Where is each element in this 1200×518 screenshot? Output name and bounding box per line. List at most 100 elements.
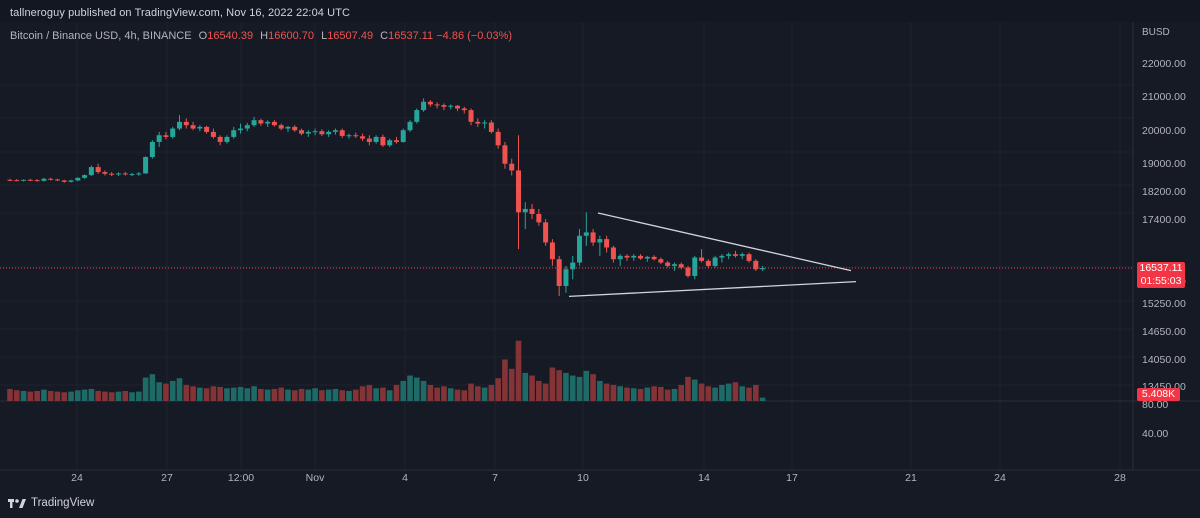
volume-bar xyxy=(271,388,278,401)
price-axis-tick: 14050.00 xyxy=(1142,354,1186,366)
volume-bar xyxy=(224,388,230,401)
candle-body xyxy=(597,239,603,243)
volume-bar xyxy=(34,390,40,401)
volume-bar xyxy=(420,380,427,401)
upper-trendline xyxy=(597,212,852,272)
candle-body xyxy=(414,110,420,122)
volume-bar xyxy=(142,377,149,401)
volume-bar xyxy=(230,387,237,401)
volume-bar xyxy=(630,388,637,401)
volume-bar xyxy=(47,390,54,401)
volume-axis-tick: 80.00 xyxy=(1142,399,1168,411)
volume-bar xyxy=(556,370,562,401)
volume-bar xyxy=(698,383,705,401)
volume-bar xyxy=(380,387,386,401)
volume-bar xyxy=(712,387,718,401)
candle-body xyxy=(393,140,399,142)
volume-bar xyxy=(325,389,332,401)
symbol-label: Bitcoin / Binance USD, 4h, BINANCE xyxy=(10,30,192,42)
candle-body xyxy=(434,104,440,106)
volume-bar xyxy=(217,386,223,401)
candle-body xyxy=(475,121,481,124)
candle-body xyxy=(699,257,705,261)
tradingview-logo-icon xyxy=(8,499,26,508)
tradingview-logo[interactable]: TradingView xyxy=(8,497,94,509)
volume-bar xyxy=(108,392,115,401)
volume-bar xyxy=(563,372,569,401)
volume-bar xyxy=(366,384,373,401)
bar-countdown: 01:55:03 xyxy=(1140,275,1182,287)
candle-body xyxy=(753,260,759,270)
volume-bar xyxy=(251,386,257,401)
volume-bar xyxy=(434,387,440,401)
candle-body xyxy=(468,110,474,122)
volume-bar xyxy=(176,378,183,401)
candle-body xyxy=(102,172,108,174)
volume-bar xyxy=(13,390,20,401)
candle-body xyxy=(339,130,345,136)
candle-body xyxy=(54,179,60,181)
volume-bar xyxy=(400,380,407,401)
price-axis-tick: 22000.00 xyxy=(1142,58,1186,70)
change-value: −4.86 (−0.03%) xyxy=(436,30,513,42)
candle-body xyxy=(454,105,460,109)
volume-bar xyxy=(468,383,474,401)
candle-body xyxy=(122,173,128,175)
time-axis-label: 27 xyxy=(161,472,173,484)
candle-body xyxy=(326,131,332,135)
time-axis-label: 10 xyxy=(577,472,589,484)
candle-body xyxy=(441,105,447,107)
candle-body xyxy=(482,122,488,124)
candlestick-chart[interactable]: 22000.00 21000.00 20000.00 19000.00 18200.00… xyxy=(0,22,1200,518)
volume-bar xyxy=(136,391,142,401)
candle-body xyxy=(366,138,372,142)
volume-bar xyxy=(102,391,108,401)
candle-body xyxy=(644,256,650,259)
candle-body xyxy=(671,264,677,266)
candle-body xyxy=(170,128,176,137)
candle-body xyxy=(509,163,515,171)
candle-body xyxy=(421,101,427,111)
volume-bar xyxy=(732,382,739,401)
candle-body xyxy=(258,120,264,124)
candle-body xyxy=(692,257,698,276)
candle-body xyxy=(732,254,738,256)
volume-bar xyxy=(583,370,590,401)
volume-bar xyxy=(644,387,651,401)
price-axis-currency: BUSD xyxy=(1142,27,1170,38)
tradingview-logo-text: TradingView xyxy=(31,497,95,509)
volume-bar xyxy=(515,340,522,401)
candle-body xyxy=(726,254,732,256)
candle-body xyxy=(224,136,230,142)
volume-bar xyxy=(285,389,291,401)
candle-body xyxy=(346,135,352,137)
time-axis-label: 7 xyxy=(492,472,498,484)
candle-body xyxy=(556,259,562,286)
volume-bar xyxy=(529,375,535,401)
last-price-value: 16537.11 xyxy=(1139,262,1183,274)
volume-bar xyxy=(305,389,312,401)
price-axis-tick: 21000.00 xyxy=(1142,91,1186,103)
volume-bar xyxy=(393,384,400,401)
candle-body xyxy=(265,121,271,124)
chart-pane[interactable]: 22000.00 21000.00 20000.00 19000.00 18200.00… xyxy=(0,22,1200,518)
volume-bar xyxy=(346,390,352,401)
low-label: L xyxy=(321,30,328,42)
volume-bar xyxy=(685,376,691,401)
candle-body xyxy=(136,173,142,175)
volume-bar xyxy=(719,384,725,401)
volume-bar xyxy=(522,372,529,401)
candle-body xyxy=(719,255,725,258)
candle-body xyxy=(292,126,298,131)
time-axis-label: 28 xyxy=(1114,472,1126,484)
candle-body xyxy=(705,260,711,266)
volume-bar xyxy=(386,390,393,401)
candle-body xyxy=(190,125,196,129)
candle-body xyxy=(177,121,182,129)
candle-body xyxy=(563,269,569,286)
volume-bar xyxy=(508,368,515,401)
volume-bar xyxy=(461,390,468,401)
price-axis-tick: 18200.00 xyxy=(1142,186,1186,198)
volume-bar xyxy=(502,359,508,401)
